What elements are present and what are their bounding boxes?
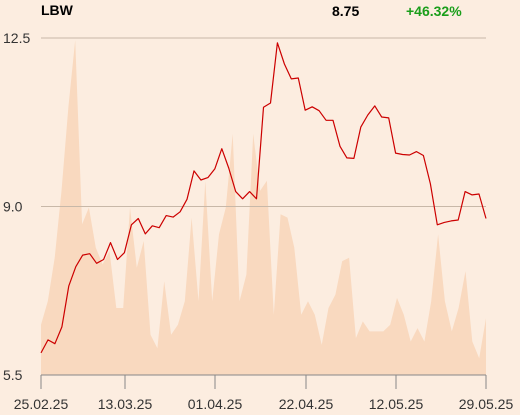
x-tick-label: 13.03.25: [98, 396, 153, 412]
chart-header: LBW 8.75 +46.32%: [0, 0, 520, 22]
y-tick-label: 12.5: [3, 30, 30, 46]
last-price: 8.75: [332, 3, 360, 19]
x-tick-label: 25.02.25: [14, 396, 69, 412]
y-tick-label: 5.5: [3, 367, 23, 383]
x-tick-label: 29.05.25: [459, 396, 514, 412]
volume-area: [41, 40, 486, 375]
price-line: [40, 42, 487, 354]
y-tick-label: 9.0: [3, 199, 23, 215]
ticker-symbol: LBW: [41, 2, 73, 18]
x-tick-label: 01.04.25: [188, 396, 243, 412]
price-change: +46.32%: [406, 3, 462, 19]
x-tick-label: 22.04.25: [279, 396, 334, 412]
x-tick-label: 12.05.25: [369, 396, 424, 412]
